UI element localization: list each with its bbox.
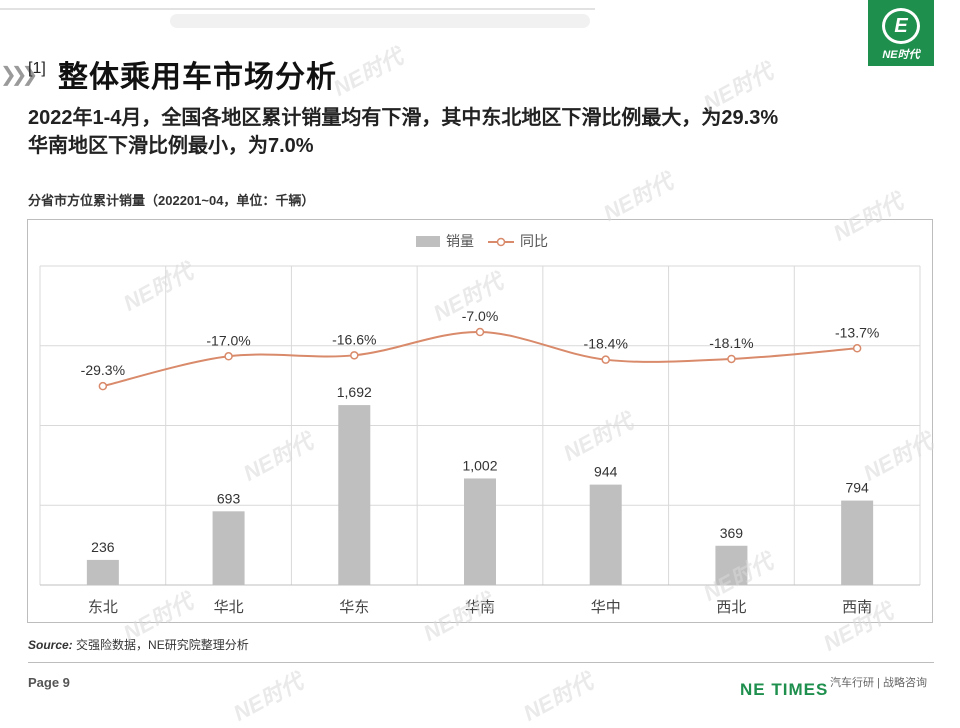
bar	[86, 559, 119, 585]
yoy-label: -18.1%	[709, 335, 753, 351]
footer-tagline: 汽车行研 | 战略咨询	[830, 677, 927, 689]
source-label: Source:	[28, 638, 73, 652]
bar	[841, 500, 874, 585]
legend-label-line: 同比	[520, 234, 548, 250]
x-tick-label: 华南	[465, 598, 495, 616]
footer-divider	[28, 662, 934, 663]
bar	[212, 511, 245, 585]
section-number: [1]	[28, 60, 46, 77]
yoy-label: -17.0%	[206, 332, 250, 348]
chart-frame: 236 东北 693 华北 1,692 华东 1,002 华南 944 华中 369 西北 794 西南 -…	[27, 219, 933, 623]
source-note: Source: 交强险数据，NE研究院整理分析	[28, 636, 249, 653]
legend-swatch-bar	[416, 236, 440, 247]
yoy-point	[224, 352, 233, 361]
yoy-label: -29.3%	[81, 362, 125, 378]
bar	[715, 545, 748, 585]
yoy-label: -18.4%	[584, 336, 628, 352]
logo-mark-icon: E	[882, 8, 920, 44]
x-tick-label: 华中	[591, 598, 621, 616]
sales-chart: 236 东北 693 华北 1,692 华东 1,002 华南 944 华中 369 西北 794 西南 -…	[39, 234, 921, 616]
x-tick-label: 西北	[716, 598, 746, 616]
ne-times-logo: E NE时代	[868, 0, 934, 66]
footer-brand: NE TIMES	[740, 680, 829, 699]
page-title: 整体乘用车市场分析	[58, 61, 337, 94]
bar	[589, 484, 622, 585]
yoy-label: -13.7%	[835, 324, 879, 340]
chevron-icon: ❯❯❯	[0, 64, 38, 86]
yoy-point	[852, 344, 862, 353]
page-subtitle: 2022年1-4月，全国各地区累计销量均有下滑，其中东北地区下滑比例最大，为29…	[28, 104, 938, 160]
yoy-point	[475, 327, 485, 337]
x-tick-label: 华北	[214, 598, 244, 616]
x-tick-label: 东北	[88, 598, 118, 616]
yoy-label: -16.6%	[332, 331, 376, 347]
bar	[464, 478, 496, 585]
bar-label: 944	[594, 464, 618, 480]
logo-text: NE时代	[882, 49, 920, 61]
bar	[338, 405, 371, 585]
subtitle-line-1: 2022年1-4月，全国各地区累计销量均有下滑，其中东北地区下滑比例最大，为29…	[28, 107, 779, 129]
page-number: Page 9	[28, 675, 70, 690]
x-tick-label: 西南	[842, 598, 872, 616]
chart-caption: 分省市方位累计销量（202201~04，单位：千辆）	[28, 193, 315, 208]
bar-label: 794	[845, 480, 869, 496]
bar-label: 236	[91, 539, 115, 555]
watermark: NE时代	[519, 668, 597, 726]
legend-label-bar: 销量	[446, 234, 474, 250]
bar-label: 1,692	[337, 384, 372, 400]
legend-marker-line	[496, 237, 506, 247]
yoy-point	[98, 381, 108, 391]
x-tick-label: 华东	[339, 598, 369, 616]
watermark: NE时代	[329, 43, 407, 101]
bar-label: 1,002	[462, 457, 497, 473]
watermark: NE时代	[229, 668, 307, 726]
yoy-label: -7.0%	[462, 308, 499, 324]
bar-label: 369	[720, 525, 744, 541]
top-divider	[0, 8, 595, 10]
yoy-point	[350, 351, 359, 360]
bar-label: 693	[217, 490, 241, 506]
top-decor-bar	[170, 14, 590, 28]
yoy-point	[601, 355, 610, 364]
yoy-point	[727, 354, 736, 364]
source-text: 交强险数据，NE研究院整理分析	[76, 638, 249, 652]
subtitle-line-2: 华南地区下滑比例最小，为7.0%	[28, 135, 314, 157]
